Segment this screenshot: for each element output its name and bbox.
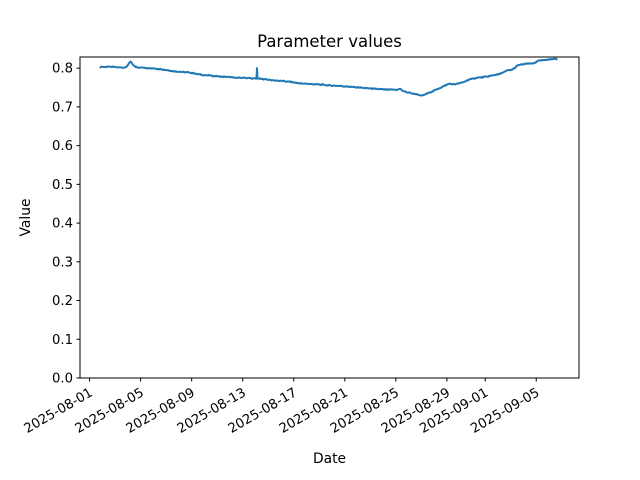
y-tick-label: 0.7 (52, 100, 73, 115)
plot-border (79, 56, 580, 379)
y-tick-label: 0.3 (52, 255, 73, 270)
data-line-parameter (99, 57, 558, 97)
x-axis-ticks: 2025-08-012025-08-052025-08-092025-08-13… (22, 378, 542, 437)
y-tick-label: 0.0 (52, 372, 73, 387)
y-axis-ticks: 0.0 0.1 0.2 0.3 0.4 0.5 0.6 0.7 0.8 (52, 62, 80, 387)
y-tick-label: 0.8 (52, 62, 73, 77)
y-tick-label: 0.6 (52, 139, 73, 154)
plot-area (79, 56, 580, 379)
y-axis-label: Value (18, 199, 34, 237)
y-tick-label: 0.5 (52, 178, 73, 193)
x-axis-label: Date (313, 451, 346, 467)
y-tick-label: 0.1 (52, 333, 73, 348)
y-tick-label: 0.2 (52, 294, 73, 309)
chart-title: Parameter values (257, 32, 402, 51)
y-tick-label: 0.4 (52, 217, 73, 232)
